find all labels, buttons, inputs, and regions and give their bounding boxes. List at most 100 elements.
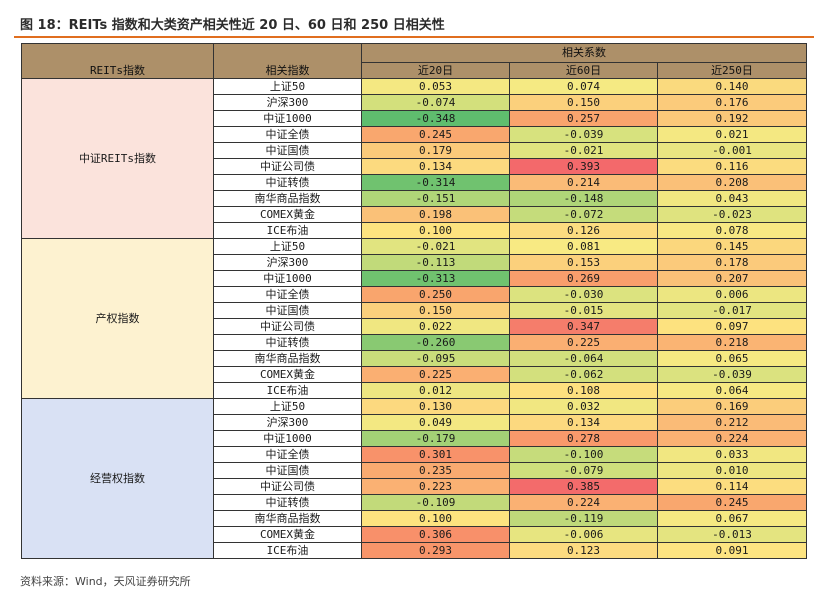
correlation-cell: 0.012 — [361, 382, 510, 399]
correlation-cell: 0.097 — [657, 318, 807, 335]
correlation-cell: -0.062 — [509, 366, 658, 383]
correlation-cell: 0.223 — [361, 478, 510, 495]
correlation-cell: 0.033 — [657, 446, 807, 463]
table-row: 中证公司债 0.134 0.393 0.116 — [22, 158, 807, 175]
correlation-cell: 0.108 — [509, 382, 658, 399]
related-index-name: 南华商品指数 — [213, 510, 362, 527]
related-index-name: 上证50 — [213, 398, 362, 415]
correlation-cell: 0.207 — [657, 270, 807, 287]
correlation-cell: 0.064 — [657, 382, 807, 399]
correlation-cell: -0.030 — [509, 286, 658, 303]
related-index-name: 中证公司债 — [213, 478, 362, 495]
table-row: 中证全债 0.245 -0.039 0.021 — [22, 126, 807, 143]
correlation-cell: -0.095 — [361, 350, 510, 367]
header-period-20d: 近20日 — [361, 62, 510, 79]
correlation-cell: 0.032 — [509, 398, 658, 415]
correlation-cell: -0.314 — [361, 174, 510, 191]
correlation-cell: 0.145 — [657, 238, 807, 255]
correlation-cell: 0.225 — [509, 334, 658, 351]
table-row: COMEX黄金 0.225 -0.062 -0.039 — [22, 366, 807, 383]
table-row: 产权指数 上证50 -0.021 0.081 0.145 — [21, 238, 807, 399]
related-index-name: 中证公司债 — [213, 158, 362, 175]
correlation-cell: 0.257 — [509, 110, 658, 127]
correlation-cell: 0.224 — [657, 430, 807, 447]
table-row: COMEX黄金 0.198 -0.072 -0.023 — [22, 206, 807, 223]
related-index-name: 中证全债 — [213, 446, 362, 463]
related-index-name: 中证1000 — [213, 430, 362, 447]
correlation-cell: -0.064 — [509, 350, 658, 367]
correlation-cell: 0.134 — [361, 158, 510, 175]
correlation-cell: 0.347 — [509, 318, 658, 335]
correlation-cell: 0.198 — [361, 206, 510, 223]
table-row: 中证国债 0.235 -0.079 0.010 — [22, 462, 807, 479]
table-row: ICE布油 0.012 0.108 0.064 — [22, 382, 807, 399]
correlation-cell: 0.116 — [657, 158, 807, 175]
correlation-cell: -0.148 — [509, 190, 658, 207]
related-index-name: 沪深300 — [213, 414, 362, 431]
table-row: COMEX黄金 0.306 -0.006 -0.013 — [22, 526, 807, 543]
correlation-cell: -0.119 — [509, 510, 658, 527]
correlation-cell: 0.306 — [361, 526, 510, 543]
correlation-cell: 0.022 — [361, 318, 510, 335]
related-index-name: COMEX黄金 — [213, 206, 362, 223]
correlation-cell: 0.021 — [657, 126, 807, 143]
correlation-cell: 0.091 — [657, 542, 807, 559]
header-related-index: 相关指数 — [213, 43, 362, 79]
correlation-cell: 0.235 — [361, 462, 510, 479]
correlation-cell: 0.250 — [361, 286, 510, 303]
related-index-name: 中证国债 — [213, 142, 362, 159]
related-index-name: 中证全债 — [213, 286, 362, 303]
correlation-cell: -0.151 — [361, 190, 510, 207]
table-row: 沪深300 -0.113 0.153 0.178 — [22, 254, 807, 271]
table-row: 中证公司债 0.022 0.347 0.097 — [22, 318, 807, 335]
table-row: 南华商品指数 0.100 -0.119 0.067 — [22, 510, 807, 527]
correlation-cell: 0.081 — [509, 238, 658, 255]
correlation-cell: -0.039 — [657, 366, 807, 383]
group-name: 产权指数 — [21, 238, 214, 399]
related-index-name: ICE布油 — [213, 542, 362, 559]
title-rule — [14, 36, 814, 38]
correlation-cell: 0.278 — [509, 430, 658, 447]
correlation-table: REITs指数 相关指数 相关系数 近20日 近60日 近250日 中证REIT… — [21, 43, 807, 559]
source-note: 资料来源：Wind，天风证券研究所 — [20, 575, 191, 588]
correlation-cell: -0.021 — [509, 142, 658, 159]
correlation-cell: -0.072 — [509, 206, 658, 223]
correlation-cell: 0.049 — [361, 414, 510, 431]
correlation-cell: 0.225 — [361, 366, 510, 383]
correlation-cell: 0.176 — [657, 94, 807, 111]
related-index-name: 中证1000 — [213, 270, 362, 287]
correlation-cell: 0.114 — [657, 478, 807, 495]
correlation-cell: -0.074 — [361, 94, 510, 111]
correlation-cell: 0.393 — [509, 158, 658, 175]
correlation-cell: 0.179 — [361, 142, 510, 159]
correlation-cell: -0.023 — [657, 206, 807, 223]
related-index-name: 南华商品指数 — [213, 350, 362, 367]
correlation-cell: 0.218 — [657, 334, 807, 351]
correlation-cell: 0.140 — [657, 78, 807, 95]
correlation-cell: -0.109 — [361, 494, 510, 511]
correlation-cell: 0.212 — [657, 414, 807, 431]
correlation-cell: -0.013 — [657, 526, 807, 543]
related-index-name: COMEX黄金 — [213, 526, 362, 543]
correlation-cell: 0.269 — [509, 270, 658, 287]
group-name: 中证REITs指数 — [21, 78, 214, 239]
table-row: 中证公司债 0.223 0.385 0.114 — [22, 478, 807, 495]
correlation-cell: -0.113 — [361, 254, 510, 271]
correlation-cell: 0.150 — [509, 94, 658, 111]
correlation-cell: 0.169 — [657, 398, 807, 415]
related-index-name: ICE布油 — [213, 382, 362, 399]
correlation-cell: 0.385 — [509, 478, 658, 495]
correlation-cell: 0.245 — [657, 494, 807, 511]
correlation-cell: 0.123 — [509, 542, 658, 559]
header-correlation: 相关系数 — [361, 43, 807, 63]
figure-title: 图 18：REITs 指数和大类资产相关性近 20 日、60 日和 250 日相… — [20, 18, 445, 33]
table-row: 中证转债 -0.314 0.214 0.208 — [22, 174, 807, 191]
correlation-cell: -0.039 — [509, 126, 658, 143]
related-index-name: 沪深300 — [213, 94, 362, 111]
group-name: 经营权指数 — [21, 398, 214, 559]
correlation-cell: 0.074 — [509, 78, 658, 95]
table-row: 中证转债 -0.260 0.225 0.218 — [22, 334, 807, 351]
table-row: 南华商品指数 -0.151 -0.148 0.043 — [22, 190, 807, 207]
related-index-name: 沪深300 — [213, 254, 362, 271]
related-index-name: 中证转债 — [213, 334, 362, 351]
